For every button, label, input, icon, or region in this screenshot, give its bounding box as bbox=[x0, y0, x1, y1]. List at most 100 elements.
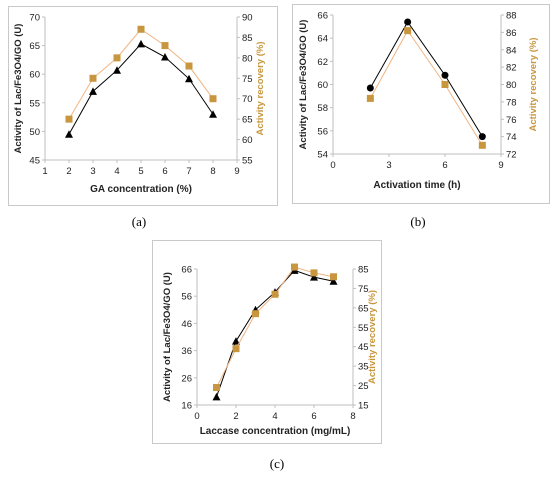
y-right-tick-label: 72 bbox=[506, 150, 517, 161]
y-left-tick-label: 65 bbox=[29, 41, 40, 52]
y-right-axis-label: Activity recovery (%) bbox=[367, 290, 378, 384]
y-left-tick-label: 45 bbox=[29, 156, 40, 167]
y-left-tick-label: 55 bbox=[29, 98, 40, 109]
caption-a: (a) bbox=[131, 214, 147, 229]
y-right-tick-label: 15 bbox=[358, 401, 369, 412]
activity-data-point bbox=[161, 53, 169, 61]
recovery-data-point bbox=[113, 54, 121, 62]
x-axis-label: GA concentration (%) bbox=[90, 184, 192, 195]
recovery-data-point bbox=[161, 42, 169, 50]
y-right-tick-label: 84 bbox=[506, 45, 517, 56]
y-right-tick-label: 55 bbox=[242, 156, 253, 167]
y-left-tick-label: 56 bbox=[317, 126, 328, 137]
recovery-data-point bbox=[185, 62, 193, 70]
activity-data-point bbox=[212, 392, 221, 401]
y-left-tick-label: 50 bbox=[29, 127, 40, 138]
y-left-tick-label: 36 bbox=[181, 346, 192, 357]
y-right-tick-label: 76 bbox=[506, 115, 517, 126]
y-right-tick-label: 75 bbox=[242, 74, 253, 85]
x-tick-label: 1 bbox=[42, 166, 47, 177]
x-tick-label: 5 bbox=[138, 166, 143, 177]
y-right-axis-label: Activity recovery (%) bbox=[528, 38, 539, 132]
x-tick-label: 9 bbox=[234, 166, 239, 177]
y-left-tick-label: 66 bbox=[317, 11, 328, 22]
y-left-tick-label: 56 bbox=[181, 292, 192, 303]
chart-panel-a: 1 2 3 4 5 6 7 8 9 45 50 55 60 65 70 55 60 65 70 75 80 85 90 GA … bbox=[8, 6, 278, 206]
y-left-tick-label: 60 bbox=[29, 70, 40, 81]
x-tick-label: 2 bbox=[233, 411, 238, 422]
activity-data-point bbox=[232, 337, 240, 345]
activity-data-point bbox=[209, 110, 217, 118]
activity-data-point bbox=[185, 74, 193, 83]
x-tick-label: 7 bbox=[186, 166, 191, 177]
y-right-tick-label: 25 bbox=[358, 381, 369, 392]
y-right-tick-label: 35 bbox=[358, 362, 369, 373]
y-right-tick-label: 70 bbox=[242, 94, 253, 105]
y-left-tick-label: 26 bbox=[181, 373, 192, 384]
activity-series-line bbox=[369, 21, 483, 137]
y-right-tick-label: 82 bbox=[506, 63, 517, 74]
recovery-data-point bbox=[213, 384, 220, 392]
y-right-tick-label: 60 bbox=[242, 135, 253, 146]
chart-c: 0 2 4 6 81626364656661525354555657585Laccase… bbox=[162, 263, 378, 437]
x-tick-label: 9 bbox=[498, 160, 503, 171]
y-right-tick-label: 74 bbox=[506, 132, 517, 143]
y-left-tick-label: 58 bbox=[317, 103, 328, 114]
y-right-tick-label: 88 bbox=[506, 11, 517, 22]
x-tick-label: 4 bbox=[114, 166, 119, 177]
y-left-tick-label: 62 bbox=[317, 57, 328, 68]
y-left-axis-label: Activity of Lac/Fe3O4/GO (U) bbox=[162, 272, 173, 402]
activity-data-point bbox=[113, 66, 121, 74]
y-right-tick-label: 90 bbox=[242, 13, 253, 24]
activity-data-point bbox=[89, 87, 97, 95]
y-left-tick-label: 64 bbox=[317, 34, 328, 45]
y-left-tick-label: 60 bbox=[317, 80, 328, 91]
recovery-data-point bbox=[366, 94, 374, 102]
recovery-data-point bbox=[478, 141, 486, 149]
activity-data-point bbox=[404, 18, 412, 26]
recovery-data-point bbox=[232, 345, 240, 353]
chart-panel-b: 0 3 6 9 54 56 58 60 62 64 66 72 74 76 78 80 82 84 86 88 Acti… bbox=[292, 4, 550, 204]
x-tick-label: 8 bbox=[350, 411, 355, 422]
y-right-tick-label: 85 bbox=[358, 265, 369, 276]
y-right-tick-label: 80 bbox=[242, 53, 253, 64]
x-tick-label: 0 bbox=[330, 160, 335, 171]
y-right-tick-label: 78 bbox=[506, 97, 517, 108]
y-left-tick-label: 54 bbox=[317, 150, 328, 161]
chart-a: 1 2 3 4 5 6 7 8 94550556065705560657075808590GA … bbox=[13, 13, 266, 196]
x-tick-label: 3 bbox=[90, 166, 95, 177]
recovery-data-point bbox=[65, 115, 73, 123]
x-axis-label: Laccase concentration (mg/mL) bbox=[200, 426, 351, 437]
y-right-tick-label: 86 bbox=[506, 28, 517, 39]
recovery-data-point bbox=[209, 95, 217, 103]
y-right-tick-label: 55 bbox=[358, 323, 369, 334]
y-right-tick-label: 65 bbox=[242, 115, 253, 126]
activity-data-point bbox=[310, 273, 318, 281]
recovery-data-point bbox=[137, 25, 145, 33]
recovery-data-point bbox=[89, 74, 97, 82]
y-right-tick-label: 45 bbox=[358, 342, 369, 353]
recovery-data-point bbox=[271, 290, 279, 298]
x-tick-label: 4 bbox=[272, 411, 277, 422]
x-tick-label: 6 bbox=[311, 411, 316, 422]
y-right-tick-label: 65 bbox=[358, 303, 369, 314]
y-right-tick-label: 85 bbox=[242, 33, 253, 44]
caption-c: (c) bbox=[269, 456, 285, 471]
x-tick-label: 0 bbox=[194, 411, 199, 422]
y-left-tick-label: 70 bbox=[29, 13, 40, 24]
activity-data-point bbox=[137, 39, 145, 48]
activity-series-line bbox=[68, 43, 214, 135]
activity-data-point bbox=[478, 133, 486, 141]
y-left-axis-label: Activity of Lac/Fe3O4/GO (U) bbox=[298, 20, 309, 150]
recovery-data-point bbox=[404, 27, 412, 35]
activity-data-point bbox=[329, 277, 338, 285]
y-left-tick-label: 66 bbox=[181, 265, 192, 276]
recovery-series-line bbox=[216, 266, 334, 388]
x-axis-label: Activation time (h) bbox=[373, 180, 460, 191]
y-left-tick-label: 16 bbox=[181, 401, 192, 412]
x-tick-label: 6 bbox=[442, 160, 447, 171]
activity-data-point bbox=[366, 84, 374, 92]
activity-data-point bbox=[441, 71, 449, 79]
y-left-tick-label: 46 bbox=[181, 319, 192, 330]
x-tick-label: 3 bbox=[386, 160, 391, 171]
